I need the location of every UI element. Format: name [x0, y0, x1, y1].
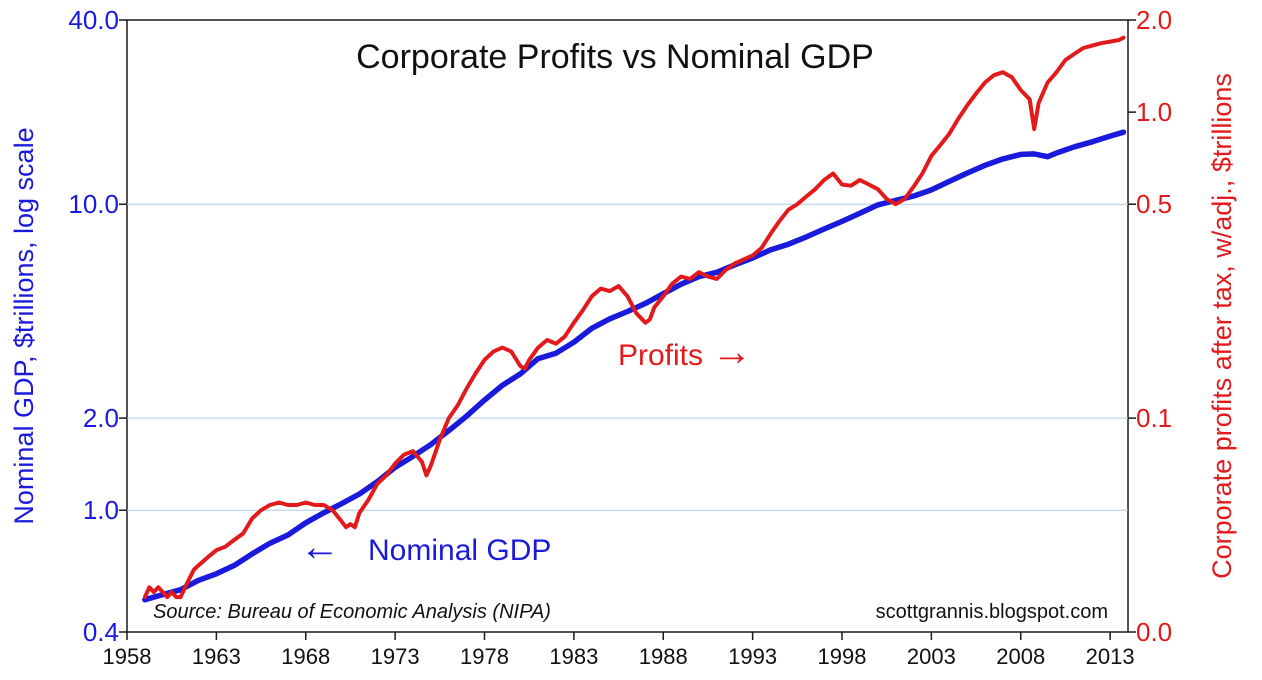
x-tick-label-9: 2003 [907, 644, 956, 669]
credit-note: scottgrannis.blogspot.com [876, 601, 1108, 623]
x-tick-label-4: 1978 [460, 644, 509, 669]
x-tick-label-11: 2013 [1086, 644, 1135, 669]
y-right-ticks: 0.0 0.1 0.5 1.0 2.0 [1128, 5, 1172, 647]
y-left-tick-label-2: 2.0 [83, 403, 119, 433]
x-tick-label-2: 1968 [281, 644, 330, 669]
y-left-tick-label-3: 10.0 [68, 189, 119, 219]
x-tick-label-1: 1963 [192, 644, 241, 669]
x-ticks: 1958 1963 1968 1973 1978 1983 1988 1993 1998 2003… [103, 632, 1135, 669]
gridlines [127, 203, 1128, 511]
x-tick-label-6: 1988 [639, 644, 688, 669]
x-tick-label-5: 1983 [549, 644, 598, 669]
y-right-tick-label-1: 0.1 [1136, 403, 1172, 433]
source-note: Source: Bureau of Economic Analysis (NIP… [153, 601, 551, 623]
y-right-tick-label-4: 2.0 [1136, 5, 1172, 35]
nominal-gdp-line [142, 129, 1127, 603]
gdp-annotation: Nominal GDP [368, 534, 551, 567]
y-left-axis-label: Nominal GDP, $trillions, log scale [9, 127, 39, 524]
gdp-arrow-icon: ← [300, 525, 340, 569]
y-left-tick-label-1: 1.0 [83, 495, 119, 525]
y-right-axis-label: Corporate profits after tax, w/adj., $tr… [1207, 73, 1237, 579]
x-tick-label-10: 2008 [996, 644, 1045, 669]
y-left-tick-label-0: 0.4 [83, 617, 119, 647]
y-right-tick-label-2: 0.5 [1136, 189, 1172, 219]
x-tick-label-7: 1993 [728, 644, 777, 669]
y-left-ticks: 0.4 1.0 2.0 10.0 40.0 [68, 5, 127, 647]
x-tick-label-8: 1998 [818, 644, 867, 669]
profits-annotation: Profits [618, 339, 703, 372]
y-right-tick-label-0: 0.0 [1136, 617, 1172, 647]
x-tick-label-3: 1973 [371, 644, 420, 669]
profits-arrow-icon: → [712, 330, 752, 374]
profits-line [142, 35, 1126, 600]
chart-title: Corporate Profits vs Nominal GDP [356, 38, 874, 76]
x-tick-label-0: 1958 [103, 644, 152, 669]
y-right-tick-label-3: 1.0 [1136, 97, 1172, 127]
y-left-tick-label-4: 40.0 [68, 5, 119, 35]
